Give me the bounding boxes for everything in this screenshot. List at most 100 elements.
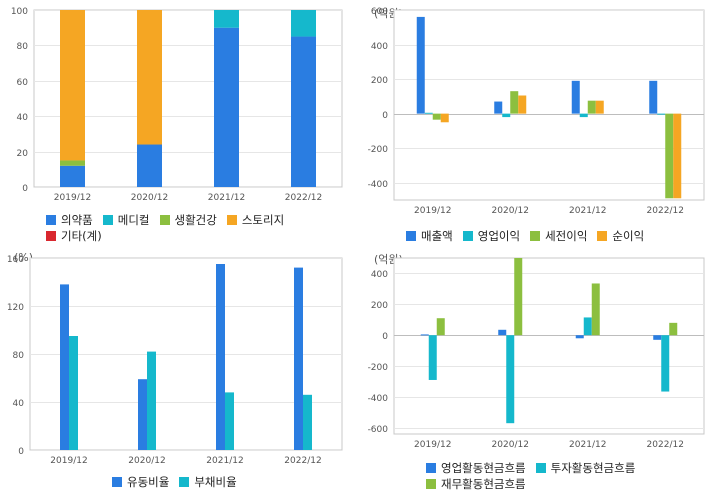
legend-item: 기타(계) [46, 228, 102, 244]
chart-panel-ratios: (%) 0 40 80 120 160 2019/12 2020/12 2021/12 2022… [0, 248, 350, 496]
plot-area [393, 9, 705, 201]
bar-유동비율 [216, 264, 225, 450]
legend-swatch [462, 231, 473, 241]
y-tick-label: 20 [17, 149, 29, 159]
legend-swatch [426, 479, 436, 489]
y-tick-label: -200 [368, 363, 389, 373]
bar-순이익 [595, 100, 604, 114]
legend-label: 메디컬 [117, 213, 150, 227]
legend-swatch [46, 231, 56, 241]
legend-label: 부채비율 [194, 475, 237, 489]
bar-순이익 [518, 95, 527, 114]
bar-순이익 [440, 113, 449, 123]
y-tick-label: 0 [382, 332, 388, 342]
chart-legend-2: 유동비율 부채비율 [112, 474, 332, 490]
legend-label: 스토리지 [241, 213, 285, 227]
legend-swatch [530, 231, 541, 241]
y-tick-label: 60 [17, 78, 29, 88]
bar-매출액 [494, 101, 503, 114]
bar-의약품 [60, 165, 85, 187]
chart-svg-2: 0 40 80 120 160 2019/12 2020/12 2021/12 2022/12 [7, 255, 343, 466]
legend-swatch [179, 477, 190, 487]
plot-area [393, 257, 705, 435]
chart-svg-1: -400 -200 0 200 400 600 2019/12 2020/12 2021/12 2… [368, 7, 705, 216]
legend-swatch [226, 215, 237, 225]
x-tick-label: 2020/12 [128, 456, 165, 466]
legend-swatch [46, 215, 56, 225]
bar-스토리지 [137, 10, 162, 145]
legend-label: 영업활동현금흐름 [441, 461, 526, 475]
x-tick-label: 2022/12 [285, 193, 322, 200]
y-tick-label: 160 [7, 255, 24, 265]
bar-의약품 [137, 144, 162, 187]
legend-label: 영업이익 [477, 229, 521, 243]
bar-투자활동현금흐름 [583, 317, 592, 336]
chart-legend-3: 영업활동현금흐름 투자활동현금흐름 재무활동현금흐름 [426, 460, 656, 492]
bar-세전이익 [665, 113, 674, 199]
bar-재무활동현금흐름 [669, 322, 678, 336]
x-tick-label: 2019/12 [414, 440, 451, 450]
legend-item: 부채비율 [179, 474, 237, 490]
legend-item: 유동비율 [112, 474, 169, 490]
bar-세전이익 [510, 91, 519, 114]
chart-svg-0: 0 20 40 60 80 100 2019/12 2020/12 2021/12 2022/12 [11, 7, 343, 200]
bar-영업활동현금흐름 [420, 334, 429, 336]
legend-label: 투자활동현금흐름 [550, 461, 636, 475]
bar-영업이익 [657, 113, 666, 115]
legend-item: 영업활동현금흐름 [426, 460, 526, 476]
bar-세전이익 [587, 100, 596, 114]
x-tick-label: 2022/12 [647, 440, 684, 450]
bar-영업활동현금흐름 [653, 335, 662, 340]
legend-swatch [535, 463, 546, 473]
y-tick-label: -200 [368, 145, 389, 155]
bar-메디컬 [291, 10, 316, 37]
legend-label: 생활건강 [174, 213, 217, 227]
legend-label: 기타(계) [61, 229, 102, 243]
y-tick-label: 0 [22, 184, 28, 194]
legend-label: 매출액 [421, 229, 453, 243]
x-tick-label: 2020/12 [492, 206, 529, 216]
legend-item: 매출액 [406, 228, 453, 244]
y-tick-label: 100 [11, 7, 28, 17]
legend-item: 스토리지 [226, 212, 285, 228]
x-tick-label: 2019/12 [50, 456, 87, 466]
legend-swatch [159, 215, 170, 225]
bar-재무활동현금흐름 [514, 258, 523, 336]
y-tick-label: 200 [371, 301, 388, 311]
bar-재무활동현금흐름 [591, 283, 600, 336]
chart-panel-product-mix: 0 20 40 60 80 100 2019/12 2020/12 2021/12 2022/12… [0, 0, 350, 248]
legend-item: 순이익 [597, 228, 644, 244]
legend-label: 유동비율 [127, 475, 170, 489]
bar-재무활동현금흐름 [436, 318, 445, 336]
chart-svg-3: -600 -400 -200 0 200 400 2019/12 2020/12 2021/12… [368, 257, 705, 450]
bar-유동비율 [60, 284, 69, 450]
bar-메디컬 [214, 10, 239, 28]
bar-세전이익 [432, 113, 441, 120]
bar-영업이익 [502, 113, 511, 118]
legend-swatch [102, 215, 113, 225]
x-tick-label: 2021/12 [569, 440, 606, 450]
bar-투자활동현금흐름 [428, 335, 437, 380]
bar-매출액 [571, 80, 580, 114]
y-tick-label: 40 [17, 113, 29, 123]
x-tick-label: 2019/12 [54, 193, 91, 200]
plot-area [33, 9, 343, 188]
legend-item: 투자활동현금흐름 [535, 460, 636, 476]
legend-swatch [426, 463, 436, 473]
bar-영업이익 [579, 113, 588, 118]
bar-매출액 [649, 80, 658, 114]
x-tick-label: 2021/12 [569, 206, 606, 216]
legend-item: 메디컬 [102, 212, 150, 228]
bar-유동비율 [138, 379, 147, 450]
bar-스토리지 [60, 10, 85, 161]
legend-item: 의약품 [46, 212, 93, 228]
x-tick-label: 2020/12 [131, 193, 168, 200]
legend-label: 세전이익 [545, 229, 588, 243]
y-tick-label: 400 [371, 42, 388, 52]
bar-영업이익 [424, 112, 433, 114]
y-tick-label: -600 [368, 425, 389, 435]
y-tick-label: 80 [13, 351, 25, 361]
bar-부채비율 [303, 394, 312, 450]
y-tick-label: 600 [371, 7, 388, 17]
bar-부채비율 [225, 392, 234, 450]
